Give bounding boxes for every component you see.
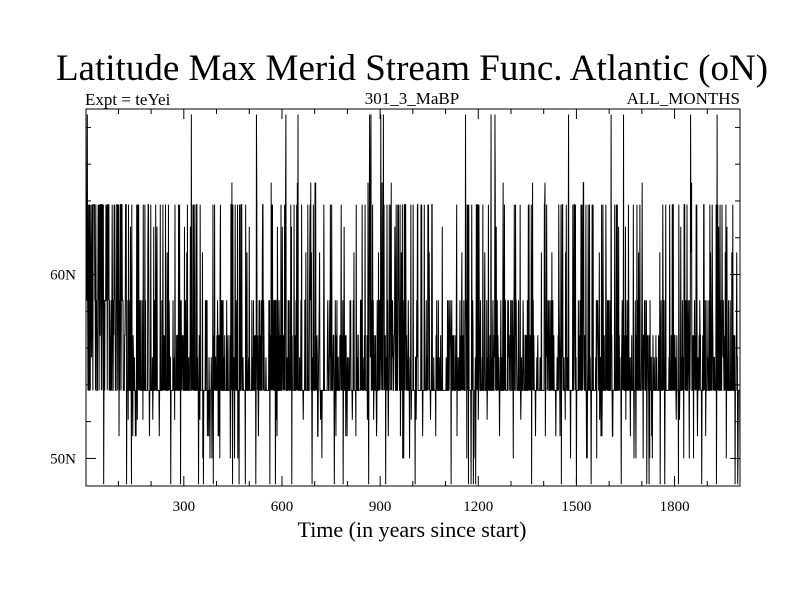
chart-title: Latitude Max Merid Stream Func. Atlantic… <box>56 48 768 89</box>
x-tick-label: 900 <box>369 499 392 515</box>
x-tick-label: 1800 <box>660 499 690 515</box>
run-label: 301_3_MaBP <box>365 89 459 108</box>
x-tick-label: 1200 <box>463 499 493 515</box>
x-tick-label: 300 <box>173 499 196 515</box>
x-tick-label: 600 <box>271 499 294 515</box>
data-series <box>86 114 741 485</box>
series-line <box>86 114 741 485</box>
experiment-label: Expt = teYei <box>85 90 171 109</box>
x-axis-label: Time (in years since start) <box>298 517 527 542</box>
months-label: ALL_MONTHS <box>627 89 740 108</box>
y-tick-label: 60N <box>50 268 76 284</box>
x-tick-label: 1500 <box>561 499 591 515</box>
y-tick-label: 50N <box>50 451 76 467</box>
axis-ticks: 300 600 900 1200 1500 1800 50N 60N <box>50 109 740 515</box>
